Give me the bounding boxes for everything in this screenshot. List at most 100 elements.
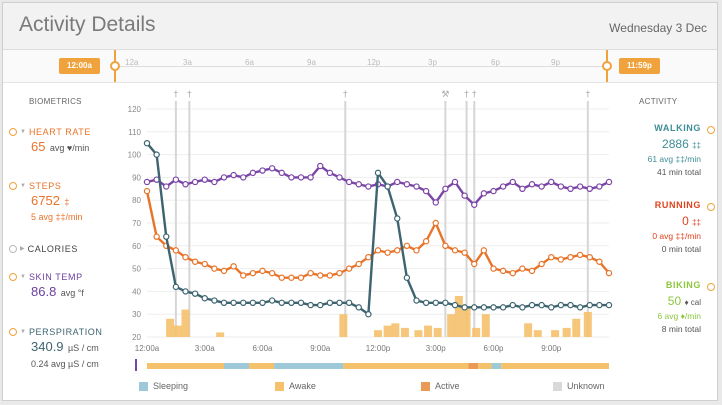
data-point bbox=[413, 183, 420, 190]
data-point bbox=[490, 265, 497, 272]
data-point bbox=[220, 299, 228, 306]
data-point bbox=[471, 201, 478, 208]
data-point bbox=[365, 310, 372, 318]
calorie-icon: ♦ cal bbox=[684, 298, 701, 307]
end-time-handle[interactable]: 11:59p bbox=[619, 58, 660, 74]
activity-band-awake bbox=[343, 363, 469, 369]
data-point bbox=[374, 169, 382, 177]
data-point bbox=[509, 178, 516, 186]
data-point bbox=[297, 299, 305, 306]
date-label[interactable]: Wednesday 3 Dec bbox=[609, 21, 707, 35]
data-point bbox=[143, 140, 151, 147]
data-point bbox=[163, 233, 170, 240]
data-point bbox=[268, 297, 276, 304]
steps-bar bbox=[583, 311, 592, 337]
walking-value: 2886 bbox=[662, 137, 689, 151]
heart-rate-unit: avg ♥/min bbox=[49, 143, 90, 153]
data-point bbox=[249, 299, 257, 306]
y-tick-label: 30 bbox=[132, 310, 141, 319]
walking-checkbox[interactable] bbox=[707, 126, 715, 134]
active-label: Active bbox=[435, 381, 460, 391]
data-point bbox=[201, 176, 208, 183]
activity-biking[interactable]: BIKING 50 ♦ cal 6 avg ♦/min 8 min total bbox=[657, 280, 701, 334]
data-point bbox=[384, 183, 391, 190]
activity-chart[interactable]: 20 30 40 50 60 70 80 90 100 110 120 † † † ⚒ † † † 12:00a 3:… bbox=[113, 87, 615, 377]
skin-temp-checkbox[interactable] bbox=[9, 272, 17, 281]
walking-total: 41 min total bbox=[657, 167, 701, 177]
metric-calories[interactable]: ▶ CALORIES bbox=[9, 240, 78, 254]
y-tick-label: 40 bbox=[132, 287, 141, 296]
caret-right-icon: ▶ bbox=[20, 246, 25, 253]
perspiration-line bbox=[146, 142, 609, 316]
activity-title: ACTIVITY bbox=[639, 97, 678, 106]
legend-unknown: Unknown bbox=[553, 381, 605, 392]
running-checkbox[interactable] bbox=[707, 203, 715, 211]
metric-steps[interactable]: ▼ STEPS 6752 ‡ 5 avg ‡‡/min bbox=[9, 177, 83, 222]
steps-bar bbox=[173, 325, 182, 337]
data-point bbox=[432, 219, 439, 227]
data-point bbox=[413, 247, 420, 254]
data-point bbox=[528, 267, 536, 275]
steps-checkbox[interactable] bbox=[9, 181, 17, 190]
perspiration-sub: 0.24 avg µS / cm bbox=[31, 359, 99, 369]
data-point bbox=[240, 272, 247, 279]
steps-bar bbox=[524, 323, 533, 337]
awake-swatch bbox=[275, 382, 284, 392]
perspiration-checkbox[interactable] bbox=[9, 327, 17, 336]
heart-rate-checkbox[interactable] bbox=[9, 127, 17, 136]
biking-checkbox[interactable] bbox=[707, 283, 715, 291]
data-point bbox=[163, 183, 170, 190]
data-point bbox=[201, 260, 208, 268]
skin-temp-value: 86.8 bbox=[31, 284, 57, 299]
calories-checkbox[interactable] bbox=[9, 244, 17, 253]
perspiration-value: 340.9 bbox=[31, 339, 64, 354]
y-tick-label: 120 bbox=[128, 105, 142, 114]
metric-heart-rate[interactable]: ▼ HEART RATE 65 avg ♥/min bbox=[9, 123, 91, 156]
header: Activity Details Wednesday 3 Dec bbox=[3, 3, 717, 50]
y-tick-label: 60 bbox=[132, 242, 141, 251]
data-point bbox=[528, 181, 536, 188]
data-point bbox=[268, 269, 276, 277]
steps-bar bbox=[216, 332, 225, 337]
timeline-tick: 9a bbox=[307, 58, 316, 67]
steps-bar bbox=[447, 314, 456, 337]
activity-running[interactable]: RUNNING 0 ‡‡ 0 avg ‡‡/min 0 min total bbox=[652, 200, 701, 254]
data-point bbox=[442, 242, 449, 249]
start-knob[interactable] bbox=[110, 61, 120, 71]
biking-value: 50 bbox=[667, 294, 682, 308]
steps-bar bbox=[481, 314, 490, 337]
data-point bbox=[230, 299, 237, 306]
data-point bbox=[211, 265, 218, 272]
y-tick-label: 20 bbox=[132, 333, 141, 342]
event-marker-line bbox=[174, 101, 177, 337]
start-time-handle[interactable]: 12:00a bbox=[59, 58, 100, 74]
metric-skin-temp[interactable]: ▼ SKIN TEMP 86.8 avg °f bbox=[9, 268, 84, 301]
calories-label: CALORIES bbox=[27, 243, 78, 254]
running-total: 0 min total bbox=[661, 244, 701, 254]
end-knob[interactable] bbox=[602, 61, 612, 71]
data-point bbox=[538, 260, 545, 268]
activity-walking[interactable]: WALKING 2886 ‡‡ 61 avg ‡‡/min 41 min tot… bbox=[648, 123, 701, 177]
data-point bbox=[451, 301, 459, 309]
walking-icon: † bbox=[187, 90, 192, 100]
data-point bbox=[413, 297, 420, 304]
timeline-track bbox=[115, 66, 607, 67]
data-point bbox=[355, 181, 362, 188]
steps-bar bbox=[551, 330, 560, 337]
steps-bar bbox=[383, 325, 392, 337]
x-tick-label: 3:00a bbox=[195, 344, 216, 353]
x-tick-label: 9:00p bbox=[541, 344, 562, 353]
data-point bbox=[442, 185, 449, 193]
steps-bar bbox=[424, 325, 433, 337]
time-range-slider[interactable]: 12a 3a 6a 9a 12p 3p 6p 9p 12:00a 11:59p bbox=[3, 50, 717, 83]
data-point bbox=[278, 299, 285, 306]
activity-band-sleeping bbox=[491, 363, 502, 369]
active-swatch bbox=[421, 382, 430, 392]
caret-down-icon: ▼ bbox=[20, 128, 26, 135]
data-point bbox=[548, 304, 555, 311]
timeline-tick: 3a bbox=[183, 58, 192, 67]
y-tick-label: 110 bbox=[128, 128, 141, 137]
data-point bbox=[557, 256, 565, 263]
metric-perspiration[interactable]: ▼ PERSPIRATION 340.9 µS / cm 0.24 avg µS … bbox=[9, 323, 103, 369]
heart-rate-label: HEART RATE bbox=[28, 126, 91, 137]
